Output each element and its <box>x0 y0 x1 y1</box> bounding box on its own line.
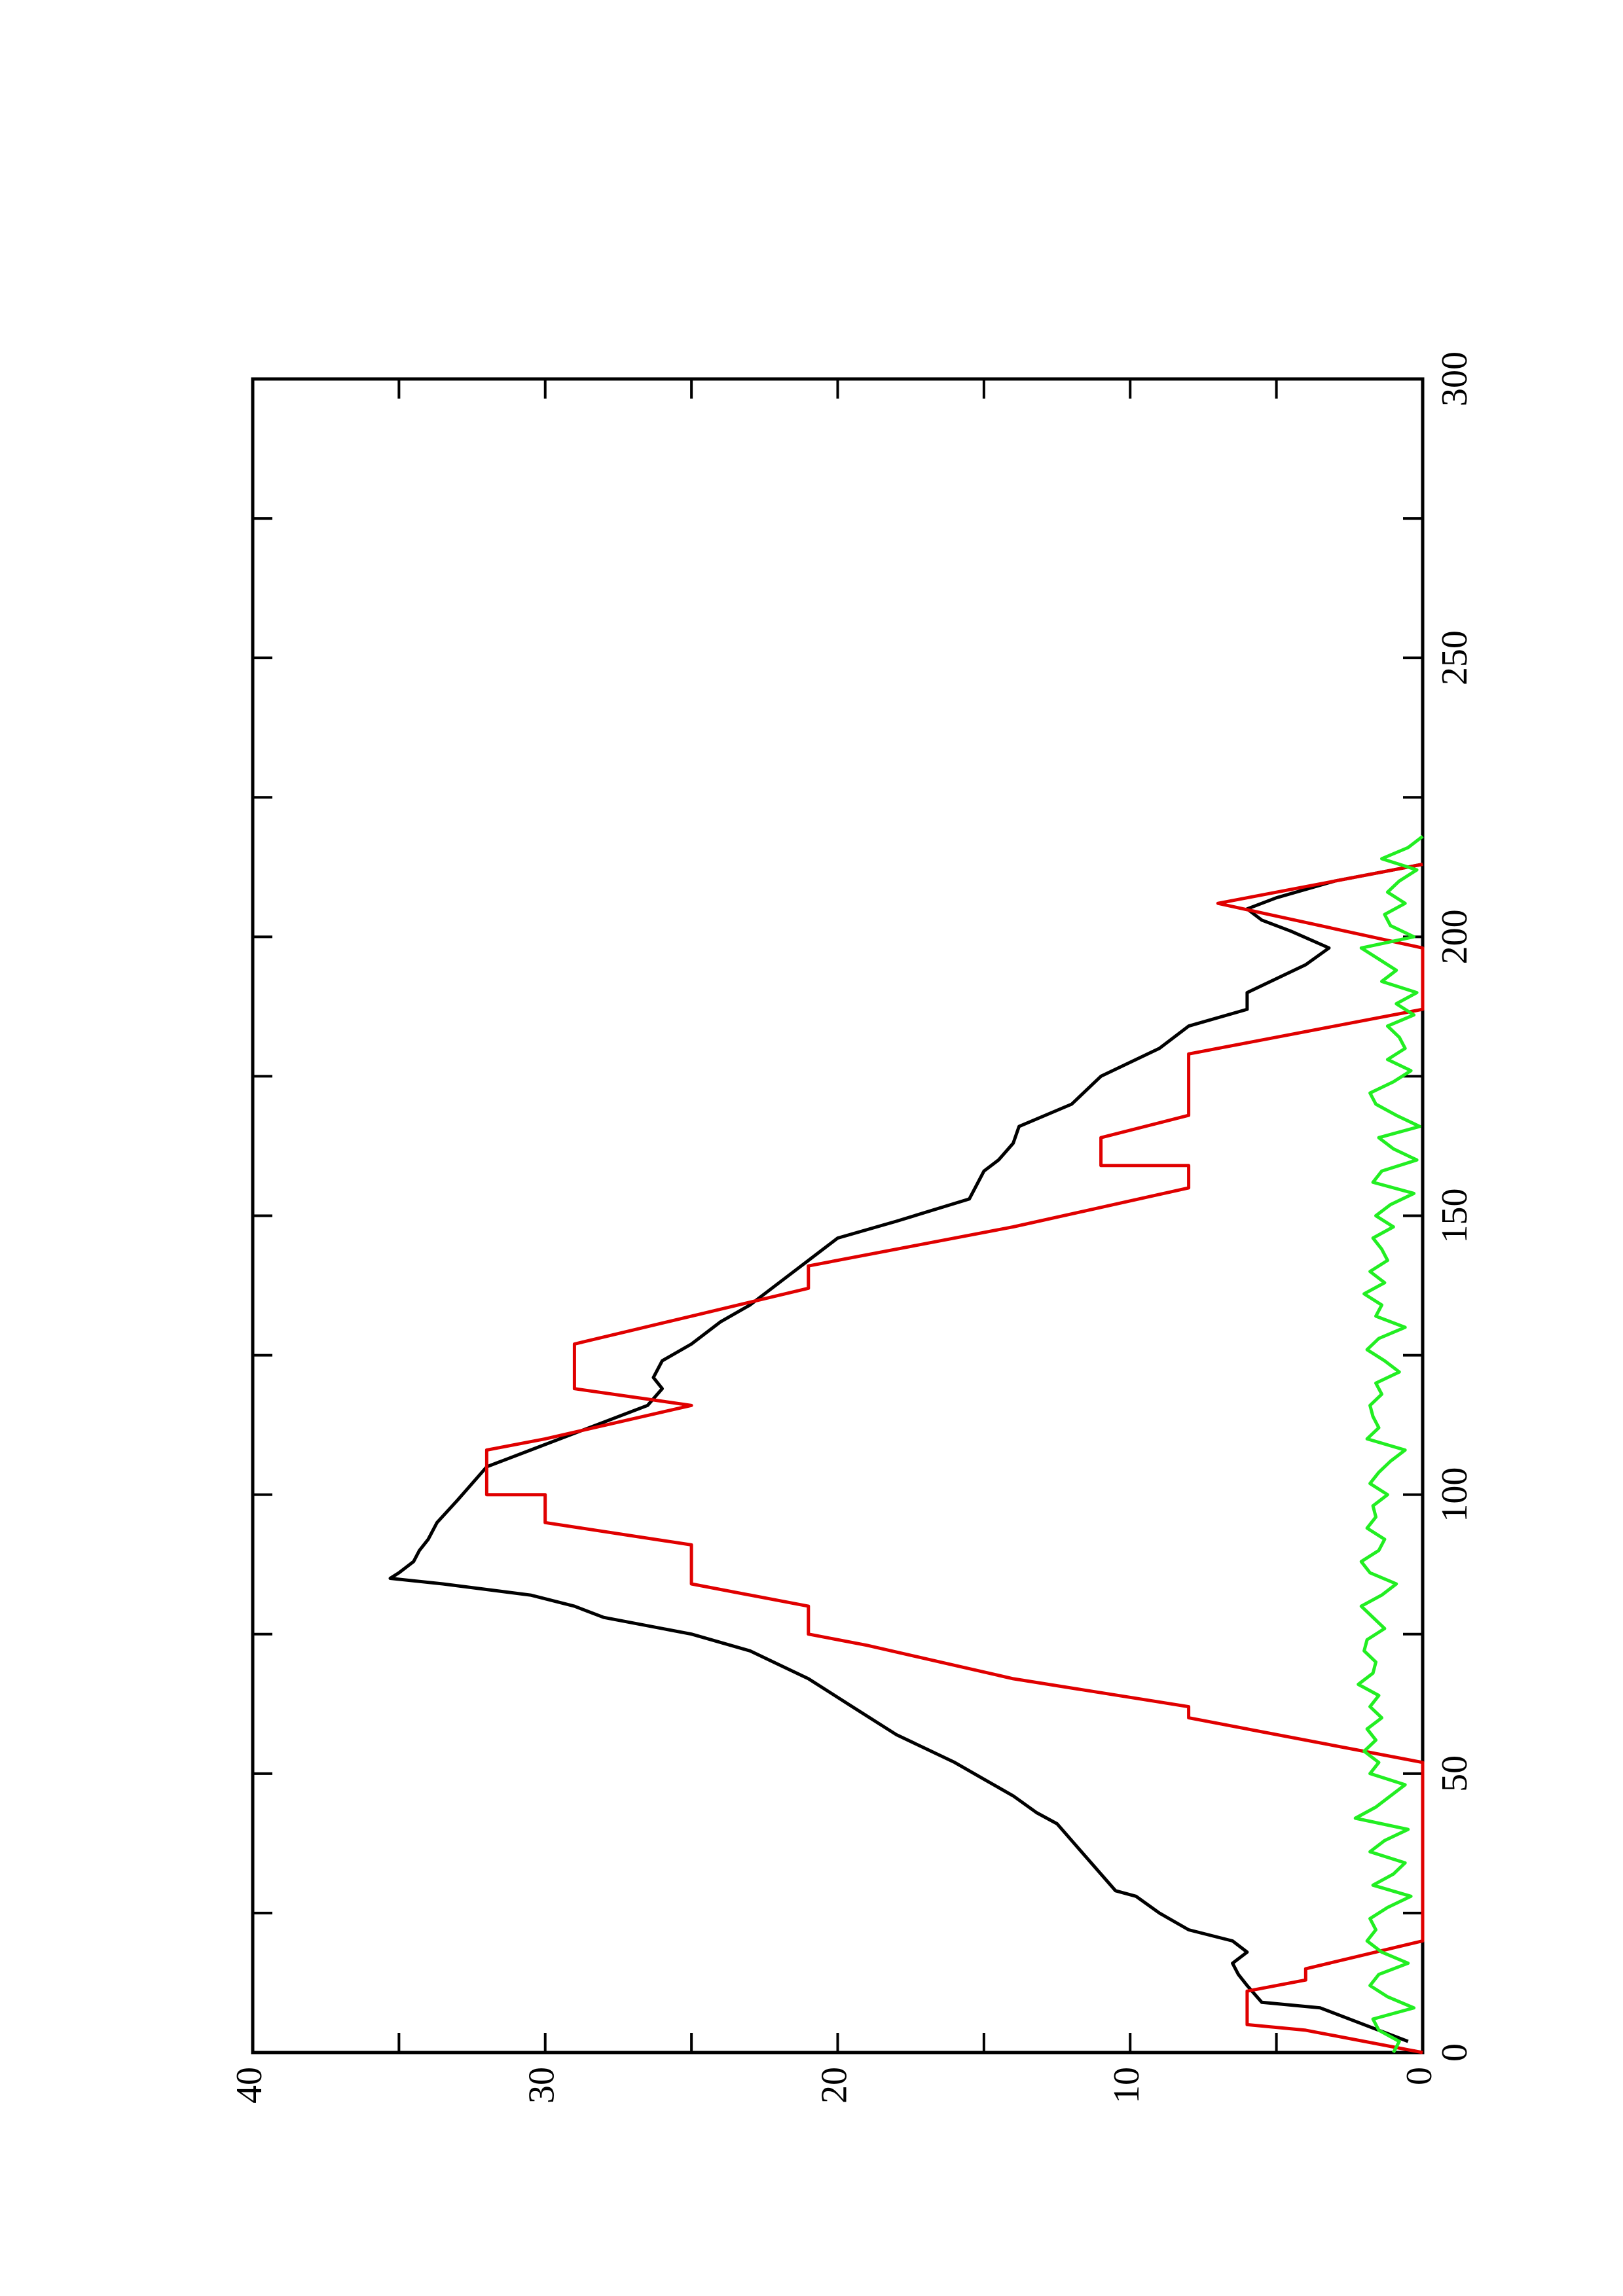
data-line <box>1353 834 1424 2054</box>
plot-area: 0 50 100 150 200 250 300 0 10 20 30 40 <box>229 351 1475 2104</box>
x-tick-label: 100 <box>1434 1467 1475 1522</box>
data-line <box>388 863 1423 2043</box>
x-tick-label: 0 <box>1434 2043 1475 2062</box>
y-tick-label: 30 <box>522 2067 562 2104</box>
x-tick-label: 150 <box>1434 1189 1475 1244</box>
x-tick-label: 50 <box>1434 1755 1475 1792</box>
data-line <box>484 863 1425 2054</box>
y-tick-label: 10 <box>1106 2067 1147 2104</box>
x-tick-label: 200 <box>1434 909 1475 964</box>
x-tick-label: 300 <box>1434 351 1475 406</box>
y-tick-label: 40 <box>229 2067 270 2104</box>
plot-frame <box>251 377 1425 2054</box>
x-tick-label: 250 <box>1434 630 1475 685</box>
y-tick-label: 20 <box>814 2067 854 2104</box>
y-tick-label: 0 <box>1399 2067 1440 2085</box>
